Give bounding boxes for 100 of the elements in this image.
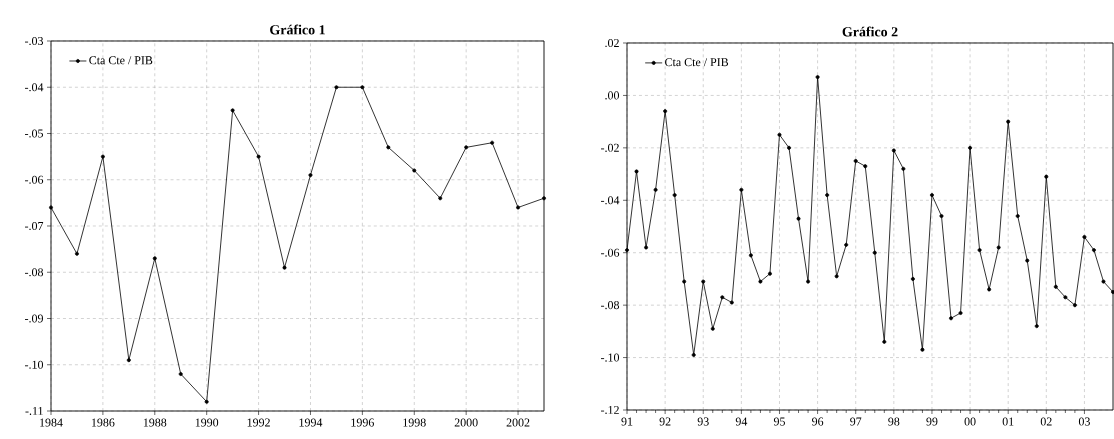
legend-label: Cta Cte / PIB <box>89 56 153 65</box>
point <box>939 214 944 219</box>
point <box>412 168 417 173</box>
point <box>920 347 925 352</box>
x-tick-label: 03 <box>1078 417 1090 426</box>
y-tick-label: -.04 <box>25 83 44 92</box>
x-tick-label: 01 <box>1002 417 1014 426</box>
point <box>968 145 973 150</box>
y-tick-label: -.07 <box>25 221 44 231</box>
y-tick-label: -.08 <box>25 268 44 277</box>
point <box>844 242 849 247</box>
point <box>758 279 763 284</box>
point <box>777 132 782 137</box>
point <box>1101 279 1106 284</box>
point <box>767 271 772 276</box>
point <box>1091 248 1096 253</box>
point <box>334 85 339 90</box>
point <box>625 248 629 253</box>
point <box>806 279 811 284</box>
x-tick-label: 1998 <box>403 418 426 427</box>
point <box>204 399 209 404</box>
point <box>644 245 649 250</box>
point <box>910 276 915 281</box>
point <box>1053 284 1058 289</box>
point <box>815 75 820 80</box>
point <box>542 196 546 201</box>
point <box>230 108 235 113</box>
point <box>834 274 839 279</box>
point <box>490 140 495 145</box>
point <box>634 169 639 174</box>
x-tick-label: 00 <box>964 417 976 426</box>
x-tick-label: 2000 <box>454 418 478 427</box>
x-tick-label: 1994 <box>299 418 323 427</box>
y-tick-label: .00 <box>605 91 620 100</box>
y-tick-label: -.06 <box>25 175 44 184</box>
point <box>739 187 744 192</box>
point <box>126 358 131 363</box>
point <box>308 173 313 178</box>
y-tick-label: -.03 <box>25 36 44 46</box>
x-tick-label: 99 <box>926 417 938 426</box>
point <box>929 193 934 198</box>
point <box>178 372 183 376</box>
y-tick-label: -.11 <box>25 406 43 416</box>
point <box>360 85 365 90</box>
point <box>691 352 696 357</box>
point <box>1072 303 1077 308</box>
point <box>901 166 906 171</box>
x-tick-label: 98 <box>888 417 900 426</box>
point <box>682 279 687 284</box>
y-tick-label: -.06 <box>601 248 620 257</box>
point <box>958 311 963 315</box>
point <box>996 245 1001 250</box>
x-tick-label: 1992 <box>247 418 270 427</box>
point <box>701 279 706 284</box>
x-tick-label: 1984 <box>40 418 63 427</box>
y-tick-label: -.08 <box>601 301 620 310</box>
x-tick-label: 91 <box>621 417 633 426</box>
x-tick-label: 95 <box>773 417 785 426</box>
x-tick-label: 92 <box>659 417 671 426</box>
point <box>438 196 443 201</box>
x-tick-label: 2002 <box>506 418 530 427</box>
point <box>663 109 668 114</box>
point <box>1006 119 1011 124</box>
point <box>464 145 469 150</box>
point <box>853 158 858 163</box>
y-tick-label: -.04 <box>601 196 620 205</box>
point <box>748 253 753 258</box>
x-tick-label: 1988 <box>143 418 167 427</box>
x-tick-label: 1990 <box>195 418 219 427</box>
point <box>825 193 830 198</box>
chart-title: Gráfico 1 <box>270 24 325 35</box>
point <box>282 265 287 270</box>
point <box>796 216 801 221</box>
point <box>653 187 658 192</box>
point <box>710 326 715 331</box>
x-tick-label: 93 <box>697 417 709 426</box>
x-tick-label: 1996 <box>351 418 374 427</box>
x-tick-label: 97 <box>850 417 862 426</box>
point <box>720 295 725 300</box>
point <box>729 300 734 305</box>
point <box>256 154 261 159</box>
point <box>1044 174 1049 179</box>
point <box>100 154 105 159</box>
point <box>882 339 887 344</box>
point <box>74 251 79 256</box>
point <box>386 145 391 150</box>
point <box>863 164 868 169</box>
y-tick-label: -.10 <box>25 360 44 369</box>
point <box>977 248 982 253</box>
y-tick-label: -.12 <box>601 405 619 415</box>
x-tick-label: 02 <box>1040 417 1052 426</box>
point <box>987 287 992 292</box>
point <box>1034 324 1039 329</box>
x-tick-label: 96 <box>812 417 824 426</box>
x-tick-label: 1986 <box>91 418 115 427</box>
point <box>1063 295 1068 300</box>
y-tick-label: -.10 <box>601 353 620 362</box>
chart-title: Gráfico 2 <box>842 26 898 37</box>
y-tick-label: -.09 <box>25 314 43 323</box>
point <box>152 256 157 261</box>
